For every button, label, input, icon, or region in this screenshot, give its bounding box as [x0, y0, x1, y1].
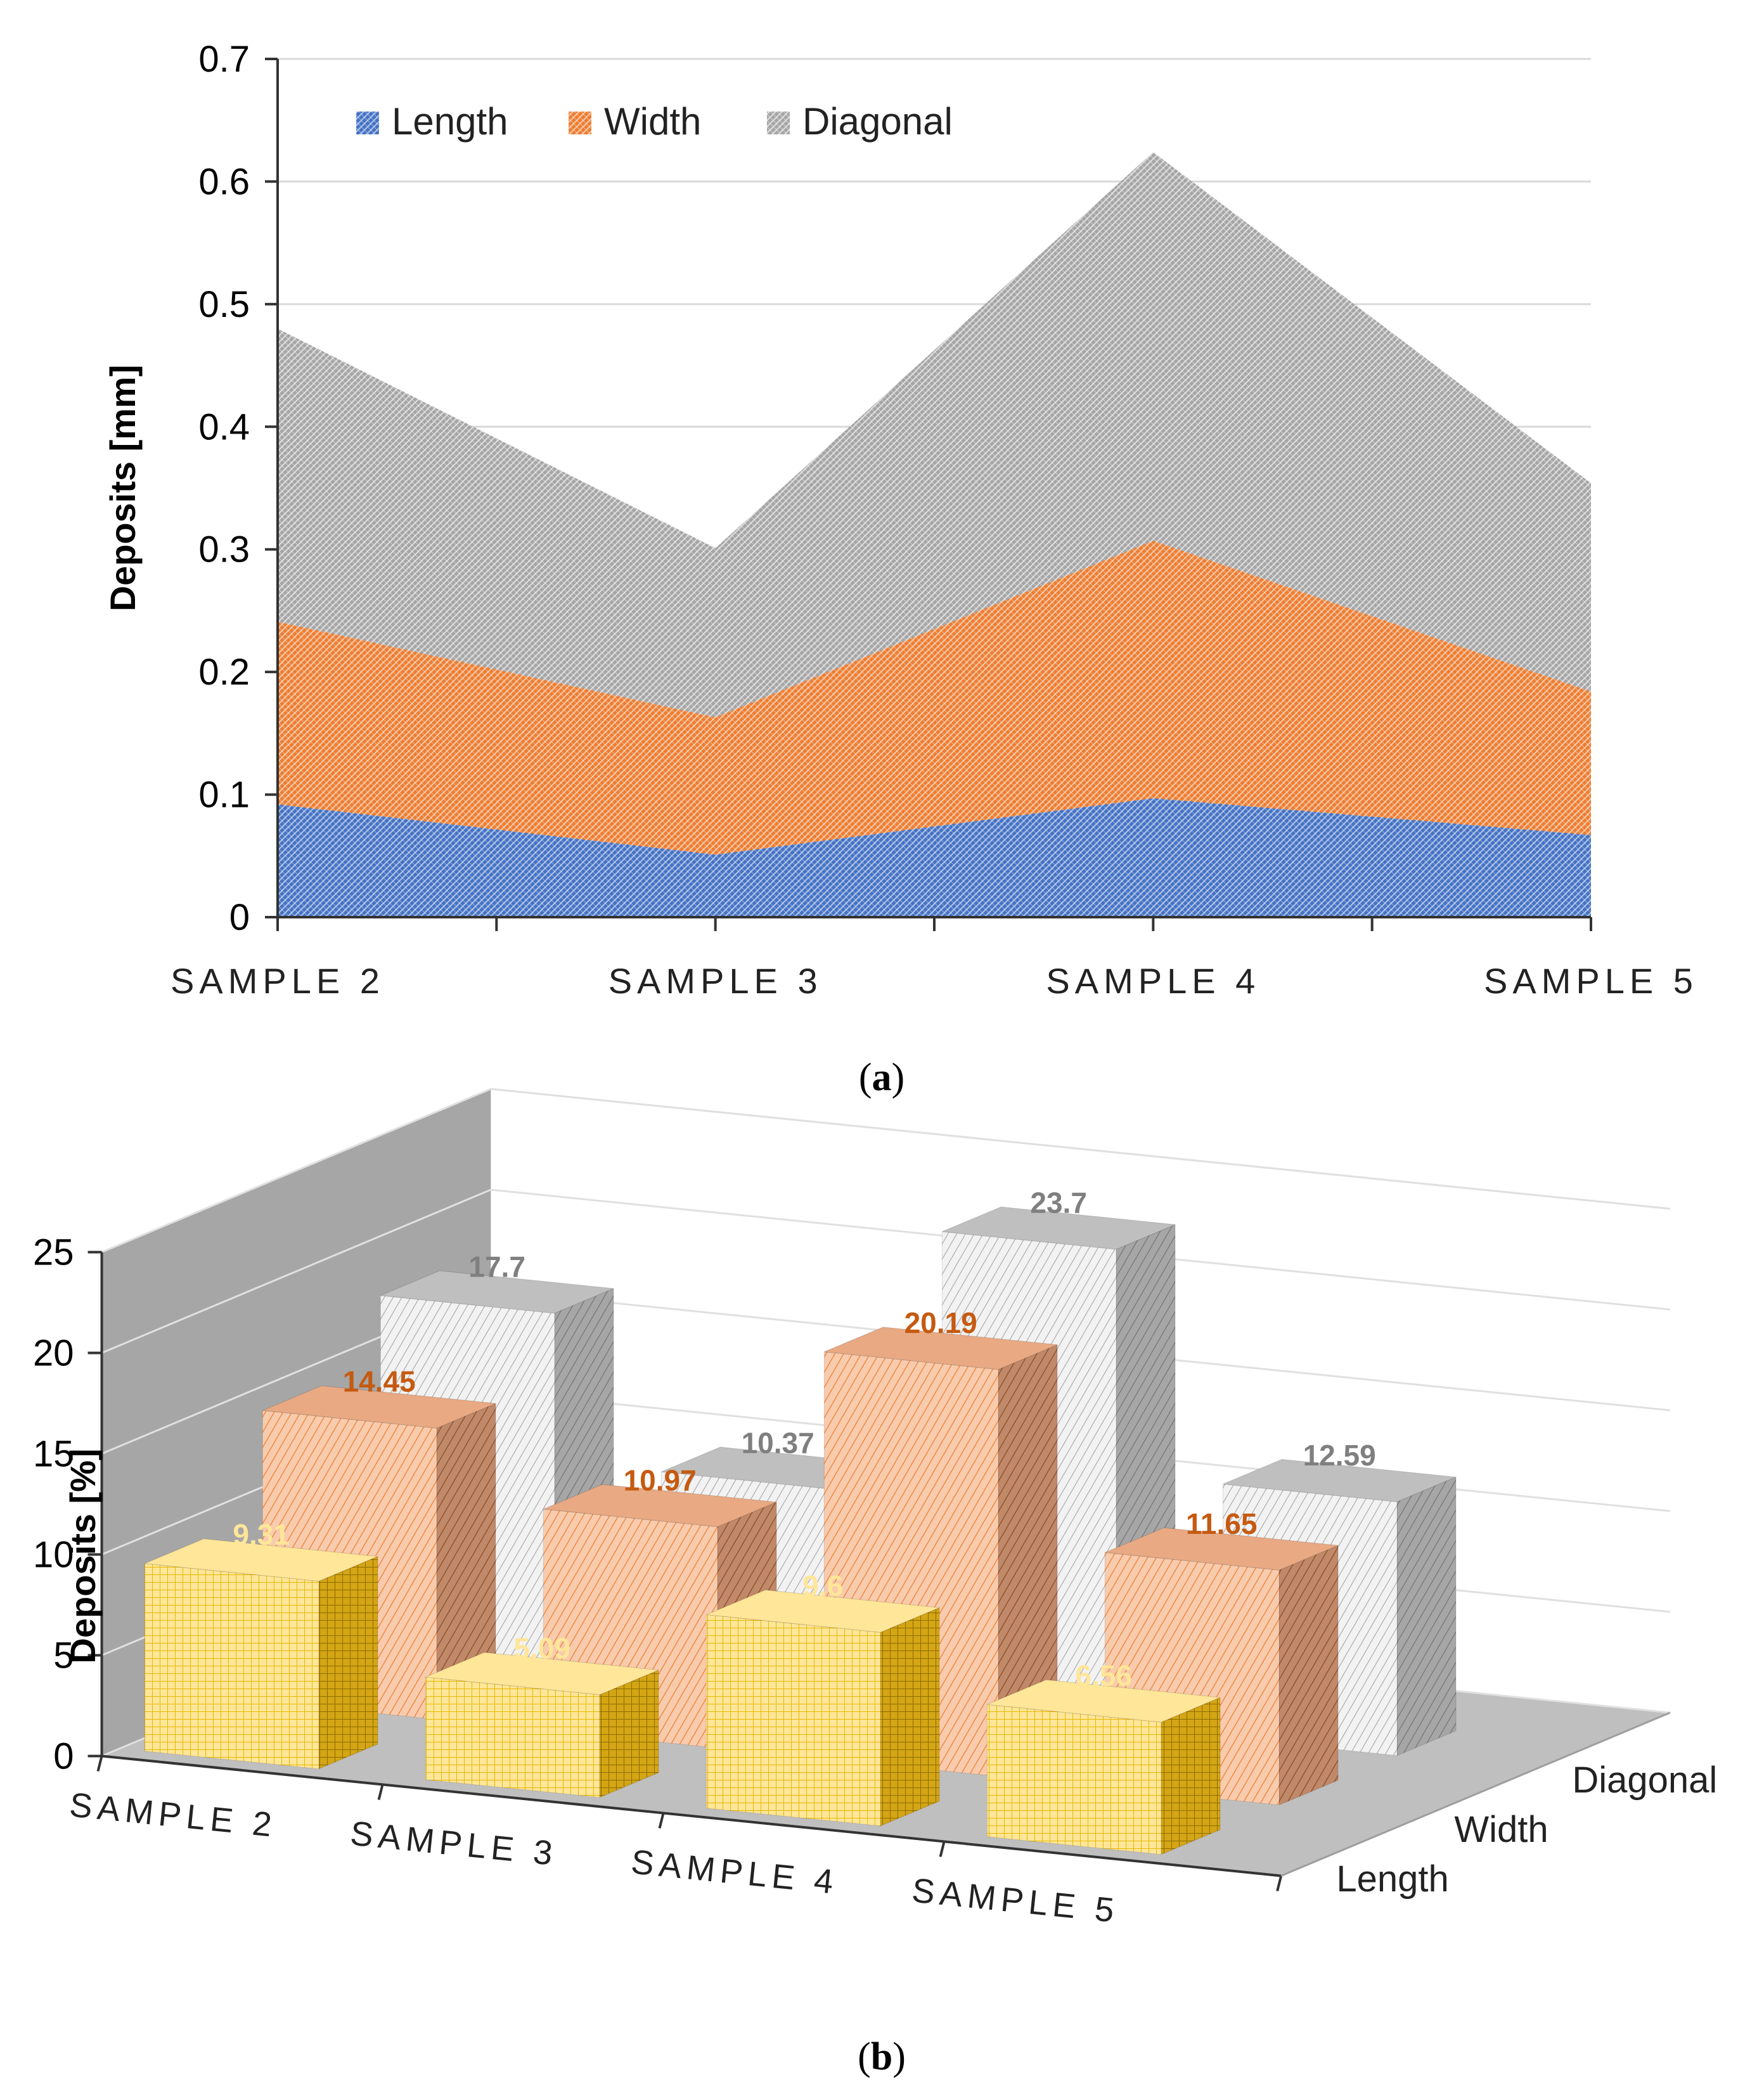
- legend-label-length: Length: [392, 100, 508, 143]
- depth-axis-b: [1280, 1711, 1671, 1877]
- x-category-label-b: SAMPLE 3: [349, 1814, 560, 1873]
- y-tick-label-a: 0.1: [198, 775, 250, 816]
- back-wall-top-b: [491, 1088, 1671, 1210]
- bar-length-sample-2-side: [318, 1555, 378, 1770]
- data-label-width: 20.19: [905, 1306, 977, 1339]
- panel-b-letter: b: [871, 2035, 892, 2078]
- bar-length-sample-4-front: [705, 1614, 881, 1827]
- y-tick-label-a: 0.3: [198, 529, 250, 570]
- panel-a-caption: (a): [859, 1056, 905, 1099]
- y-axis-title-a: Deposits [mm]: [103, 365, 143, 612]
- panel-b-caption: (b): [858, 2035, 906, 2078]
- area-width: [278, 541, 1591, 855]
- y-tick-label-a: 0.2: [198, 652, 250, 693]
- data-label-diagonal: 10.37: [742, 1426, 814, 1459]
- y-tick-label-a: 0.5: [198, 284, 250, 325]
- x-category-label-b: SAMPLE 2: [68, 1786, 279, 1844]
- y-tick-label-a: 0.6: [198, 161, 250, 202]
- data-label-diagonal: 23.7: [1030, 1187, 1087, 1220]
- area-diagonal: [278, 152, 1591, 718]
- bar-length-sample-4-top: [706, 1590, 940, 1633]
- bar-length-sample-3: [425, 1652, 659, 1798]
- data-label-length: 9.31: [233, 1518, 290, 1551]
- bar-width-sample-5-side: [1278, 1545, 1339, 1806]
- x-category-label-a: SAMPLE 2: [171, 961, 385, 1001]
- data-label-length: 6.56: [1075, 1659, 1132, 1692]
- data-label-width: 14.45: [343, 1365, 416, 1398]
- bar-diagonal-sample-5-side: [1396, 1476, 1457, 1756]
- y-tick-label-a: 0: [229, 897, 250, 938]
- bar-length-sample-4-side: [880, 1607, 940, 1827]
- bar-length-sample-3-front: [425, 1676, 600, 1798]
- x-tick-b: [658, 1812, 665, 1829]
- bar-width-sample-4-top: [824, 1327, 1058, 1370]
- x-tick-b: [377, 1784, 384, 1800]
- legend-label-width: Width: [604, 100, 701, 143]
- bar-width-sample-3-top: [543, 1484, 777, 1528]
- y-tick-label-b: 5: [53, 1635, 74, 1676]
- x-tick-b: [1276, 1875, 1283, 1891]
- y-tick-label-b: 25: [33, 1232, 74, 1273]
- bar-width-sample-2-top: [262, 1385, 496, 1429]
- bar3d-chart: 0 5 10 15 20 25 Deposits [%] 17.7 10.37 23.7 12.59…: [33, 1088, 1717, 1930]
- legend-swatch-diagonal: [767, 112, 790, 134]
- x-axis-b: [101, 1754, 1282, 1877]
- data-label-diagonal: 17.7: [468, 1250, 525, 1283]
- y-tick-label-b: 15: [33, 1433, 74, 1474]
- x-category-label-b: SAMPLE 5: [910, 1871, 1121, 1930]
- x-tick-b: [96, 1755, 103, 1772]
- y-tick-label-b: 20: [33, 1332, 74, 1374]
- gridline-b: [101, 1188, 1671, 1354]
- legend-swatch-length: [356, 112, 379, 134]
- panel-a-letter: a: [872, 1056, 892, 1099]
- depth-label-diagonal: Diagonal: [1572, 1760, 1717, 1801]
- bar-length-sample-2-front: [144, 1563, 319, 1770]
- bar-width-sample-5-top: [1105, 1527, 1339, 1571]
- bar-length-sample-5-top: [987, 1679, 1221, 1723]
- depth-label-length: Length: [1336, 1858, 1448, 1900]
- area-length: [278, 798, 1591, 917]
- bar-length-sample-5-front: [986, 1704, 1162, 1855]
- bar-length-sample-5: [986, 1679, 1221, 1855]
- data-label-length: 9.6: [802, 1569, 843, 1602]
- x-category-label-b: SAMPLE 4: [629, 1843, 840, 1902]
- x-tick-b: [939, 1841, 946, 1857]
- bar-length-sample-5-side: [1161, 1697, 1221, 1855]
- depth-label-width: Width: [1454, 1809, 1548, 1850]
- bar-length-sample-2-top: [145, 1538, 378, 1582]
- bar-diagonal-sample-2-top: [380, 1270, 614, 1314]
- bar-length-sample-2: [144, 1538, 378, 1770]
- data-label-diagonal: 12.59: [1303, 1439, 1376, 1472]
- area-chart: 0 0.1 0.2 0.3 0.4 0.5 0.6 0.7 SAMPLE 2 SAMPLE 3 SA…: [103, 39, 1698, 1001]
- data-label-width: 10.97: [624, 1464, 697, 1496]
- bar-length-sample-3-top: [425, 1652, 659, 1696]
- legend-label-diagonal: Diagonal: [802, 100, 953, 143]
- x-category-label-a: SAMPLE 5: [1484, 961, 1698, 1001]
- y-tick-label-a: 0.4: [198, 406, 250, 447]
- y-tick-label-b: 10: [33, 1534, 74, 1575]
- y-tick-label-b: 0: [53, 1735, 74, 1777]
- legend-swatch-width: [569, 112, 591, 134]
- y-axis-title-b: Deposits [%]: [63, 1448, 103, 1663]
- data-label-width: 11.65: [1186, 1507, 1258, 1540]
- bar-diagonal-sample-4-top: [942, 1206, 1176, 1250]
- x-category-label-a: SAMPLE 3: [608, 961, 823, 1001]
- x-category-label-a: SAMPLE 4: [1046, 961, 1260, 1001]
- bar-diagonal-sample-5-top: [1223, 1458, 1457, 1502]
- y-tick-label-a: 0.7: [198, 39, 250, 80]
- data-label-length: 5.09: [513, 1631, 570, 1664]
- bar-length-sample-4: [705, 1590, 940, 1827]
